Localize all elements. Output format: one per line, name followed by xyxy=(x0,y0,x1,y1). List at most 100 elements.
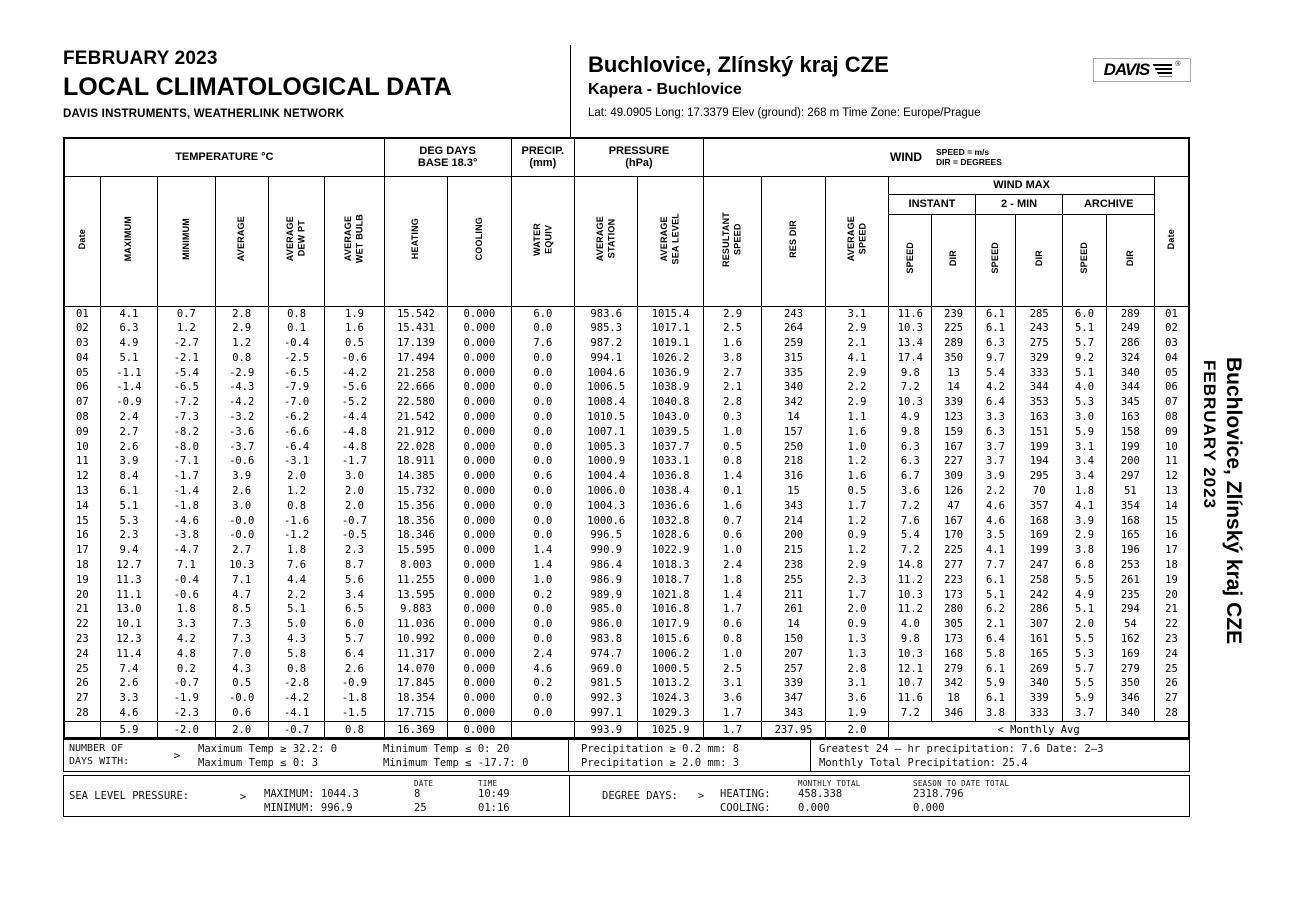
table-cell: 357 xyxy=(1015,498,1064,514)
table-cell: -1.9 xyxy=(157,691,216,707)
table-cell: -6.5 xyxy=(157,380,216,396)
wind-units: SPEED = m/s DIR = DEGREES xyxy=(936,146,1002,168)
table-cell: 2.5 xyxy=(702,661,763,677)
table-cell: 6.0 xyxy=(1062,306,1107,322)
table-cell: 03 xyxy=(1154,336,1190,351)
table-cell: 6.1 xyxy=(974,306,1017,322)
table-cell: 218 xyxy=(761,454,826,470)
table-cell: 8.003 xyxy=(383,558,449,573)
table-cell: 7.1 xyxy=(214,572,269,588)
table-cell: 1037.7 xyxy=(637,439,704,455)
table-cell: 10.3 xyxy=(214,558,269,573)
summary-cell xyxy=(510,720,576,739)
header-left: FEBRUARY 2023 LOCAL CLIMATOLOGICAL DATA … xyxy=(63,48,452,120)
table-cell: 15.595 xyxy=(383,543,449,559)
table-cell: 996.5 xyxy=(574,528,639,544)
table-cell: 2.9 xyxy=(824,365,890,381)
table-cell: 987.2 xyxy=(574,336,639,351)
table-cell: 4.0 xyxy=(888,617,933,633)
table-cell: 986.9 xyxy=(574,572,639,588)
table-cell: 2.1 xyxy=(824,336,890,351)
table-cell: 261 xyxy=(1105,572,1156,588)
dd-heating-monthly: 458.338 xyxy=(798,788,843,801)
table-cell: 0.0 xyxy=(510,602,576,618)
table-cell: 199 xyxy=(1015,439,1064,455)
table-cell: 1000.6 xyxy=(574,513,639,529)
table-cell: 0.0 xyxy=(510,454,576,470)
table-cell: 24 xyxy=(1154,646,1190,662)
table-cell: 21 xyxy=(1154,602,1190,618)
table-cell: 1.6 xyxy=(824,469,890,485)
table-cell: 23 xyxy=(1154,632,1190,647)
table-cell: 13.0 xyxy=(99,602,159,618)
table-cell: 10.7 xyxy=(888,676,933,692)
table-cell: 18.911 xyxy=(383,454,449,470)
table-cell: 2.9 xyxy=(824,395,890,411)
table-cell: 1.2 xyxy=(157,321,216,337)
summary-cell: 0.000 xyxy=(447,720,512,739)
table-cell: 1.8 xyxy=(702,572,763,588)
table-cell: 0.0 xyxy=(510,395,576,411)
table-cell: 5.7 xyxy=(1062,336,1107,351)
table-cell: 27 xyxy=(1154,691,1190,707)
report-subtitle: DAVIS INSTRUMENTS, WEATHERLINK NETWORK xyxy=(63,108,345,120)
table-cell: 1.9 xyxy=(824,706,890,722)
table-cell: 200 xyxy=(761,528,826,544)
table-cell: 13.4 xyxy=(888,336,933,351)
col-header-archive-speed: SPEED xyxy=(1062,213,1107,307)
table-cell: 4.2 xyxy=(974,380,1017,396)
table-cell: 07 xyxy=(1154,395,1190,411)
table-cell: 6.0 xyxy=(510,306,576,322)
table-cell: 01 xyxy=(63,306,101,322)
table-cell: 21.258 xyxy=(383,365,449,381)
table-cell: 1036.8 xyxy=(637,469,704,485)
table-cell: 259 xyxy=(761,336,826,351)
table-cell: 15.431 xyxy=(383,321,449,337)
table-cell: -2.1 xyxy=(157,350,216,366)
table-cell: 3.7 xyxy=(974,439,1017,455)
table-cell: 2.7 xyxy=(214,543,269,559)
table-cell: 11 xyxy=(63,454,101,470)
summary-cell: 5.9 xyxy=(99,720,159,739)
table-cell: 11.036 xyxy=(383,617,449,633)
table-cell: -1.4 xyxy=(99,380,159,396)
table-cell: 3.4 xyxy=(324,587,385,603)
table-cell: 344 xyxy=(1015,380,1064,396)
table-cell: 2.1 xyxy=(974,617,1017,633)
table-cell: 1004.6 xyxy=(574,365,639,381)
table-cell: 11.2 xyxy=(888,572,933,588)
days-with-box: NUMBER OF DAYS WITH: > Maximum Temp ≥ 32… xyxy=(63,739,1190,773)
table-cell: 1013.2 xyxy=(637,676,704,692)
table-cell: 0.5 xyxy=(702,439,763,455)
table-cell: 09 xyxy=(63,424,101,440)
table-cell: 1007.1 xyxy=(574,424,639,440)
table-cell: 0.000 xyxy=(447,572,512,588)
table-cell: 295 xyxy=(1015,469,1064,485)
table-cell: 1006.5 xyxy=(574,380,639,396)
table-cell: 2.6 xyxy=(214,484,269,499)
table-cell: 1.0 xyxy=(510,572,576,588)
table-cell: 0.6 xyxy=(702,528,763,544)
table-cell: -1.6 xyxy=(267,513,326,529)
table-cell: 21.542 xyxy=(383,410,449,425)
table-cell: 346 xyxy=(1105,691,1156,707)
table-cell: -2.9 xyxy=(214,365,269,381)
table-cell: -4.8 xyxy=(324,439,385,455)
table-cell: 1043.0 xyxy=(637,410,704,425)
table-cell: 26 xyxy=(63,676,101,692)
table-cell: 167 xyxy=(931,513,976,529)
table-cell: 15.732 xyxy=(383,484,449,499)
table-cell: 0.0 xyxy=(510,498,576,514)
table-cell: 225 xyxy=(931,543,976,559)
table-cell: 0.7 xyxy=(702,513,763,529)
table-cell: 2.8 xyxy=(214,306,269,322)
table-cell: 15.356 xyxy=(383,498,449,514)
table-cell: -4.1 xyxy=(267,706,326,722)
table-cell: 239 xyxy=(931,306,976,322)
table-cell: 168 xyxy=(1015,513,1064,529)
table-row: 16 2.3 -3.8 -0.0 -1.2 -0.5 18.346 0.000 0.0 996.5… xyxy=(63,528,1190,544)
table-cell: 354 xyxy=(1105,498,1156,514)
table-cell: 6.1 xyxy=(974,661,1017,677)
table-cell: 0.000 xyxy=(447,410,512,425)
table-cell: 0.000 xyxy=(447,513,512,529)
